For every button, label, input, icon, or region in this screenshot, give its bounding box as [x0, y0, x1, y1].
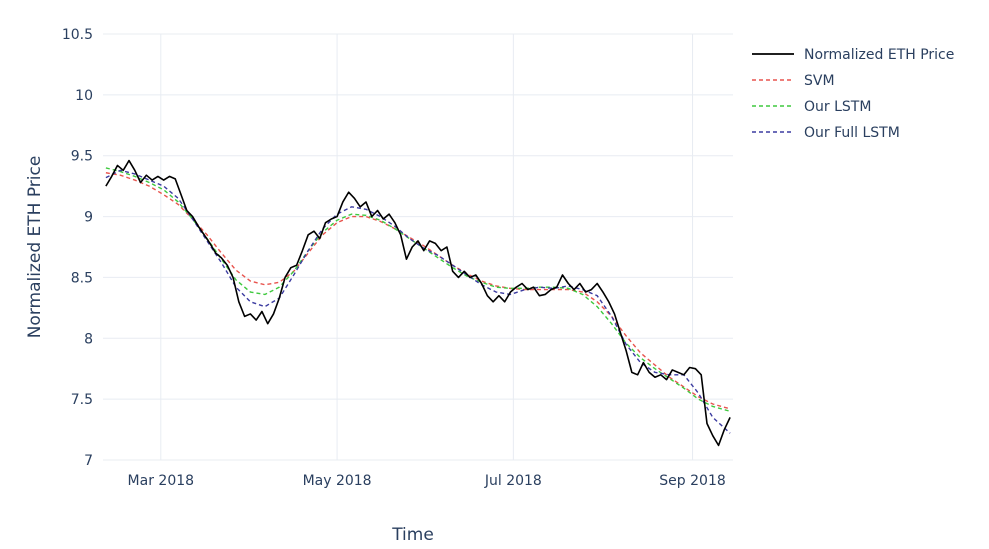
y-tick-label: 9	[84, 210, 93, 226]
legend-item[interactable]: SVM	[752, 73, 835, 89]
legend-label: SVM	[804, 73, 835, 89]
legend-label: Our LSTM	[804, 99, 871, 115]
series-layer	[105, 159, 731, 447]
x-tick-label: Jul 2018	[484, 473, 542, 489]
series-line-our-full-lstm	[105, 169, 731, 434]
y-tick-label: 10.5	[62, 27, 93, 43]
y-tick-labels: 7 7.5 8 8.5 9 9.5 10 10.5	[62, 27, 93, 469]
x-axis-title: Time	[391, 525, 434, 545]
y-tick-label: 10	[75, 88, 93, 104]
grid-layer	[103, 33, 733, 461]
legend-label: Normalized ETH Price	[804, 47, 954, 63]
y-axis-title: Normalized ETH Price	[25, 156, 45, 339]
y-tick-label: 8.5	[71, 270, 93, 286]
series-line-our-lstm	[105, 167, 731, 412]
legend-item[interactable]: Our LSTM	[752, 99, 871, 115]
y-tick-label: 8	[84, 331, 93, 347]
legend-item[interactable]: Normalized ETH Price	[752, 47, 954, 63]
y-tick-label: 9.5	[71, 149, 93, 165]
y-tick-label: 7.5	[71, 392, 93, 408]
legend-label: Our Full LSTM	[804, 125, 900, 141]
x-tick-label: Sep 2018	[659, 473, 725, 489]
legend-item[interactable]: Our Full LSTM	[752, 125, 900, 141]
legend[interactable]: Normalized ETH Price SVM Our LSTM Our Full …	[752, 47, 954, 141]
y-tick-label: 7	[84, 453, 93, 469]
x-tick-label: Mar 2018	[128, 473, 195, 489]
x-tick-label: May 2018	[303, 473, 372, 489]
series-line-normalized-eth-price	[105, 159, 731, 447]
x-tick-labels: Mar 2018 May 2018 Jul 2018 Sep 2018	[128, 473, 726, 489]
